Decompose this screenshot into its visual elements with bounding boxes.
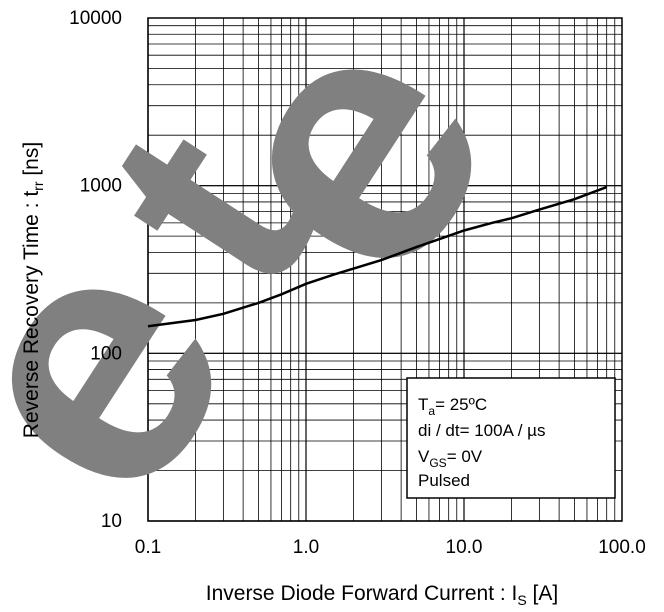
y-axis-title: Reverse Recovery Time : trr [ns]	[20, 142, 46, 438]
legend-line-4: Pulsed	[418, 471, 470, 490]
x-tick-label: 1.0	[293, 537, 319, 558]
y-tick-labels: 10 100 1000 10000	[69, 8, 122, 532]
legend-line-1: Ta= 25ºC	[418, 395, 487, 418]
x-tick-labels: 0.1 1.0 10.0 100.0	[135, 537, 646, 558]
legend-line-3: VGS= 0V	[418, 447, 483, 470]
y-tick-label: 100	[90, 343, 122, 364]
plot-frame	[147, 17, 623, 522]
legend-line-2: di / dt= 100A / µs	[418, 421, 545, 440]
legend-box: Ta= 25ºC di / dt= 100A / µs VGS= 0V Puls…	[406, 377, 616, 499]
y-tick-label: 1000	[80, 176, 122, 197]
x-axis-title: Inverse Diode Forward Current : IS [A]	[206, 582, 558, 608]
series-line	[147, 185, 608, 328]
legend-line-3-sub: GS	[429, 456, 446, 470]
y-tick-label: 10000	[69, 8, 122, 29]
x-tick-label: 100.0	[598, 537, 646, 558]
x-tick-label: 0.1	[135, 537, 161, 558]
legend-line-1-sub: a	[428, 404, 435, 418]
x-tick-label: 10.0	[446, 537, 483, 558]
y-tick-label: 10	[101, 511, 122, 532]
